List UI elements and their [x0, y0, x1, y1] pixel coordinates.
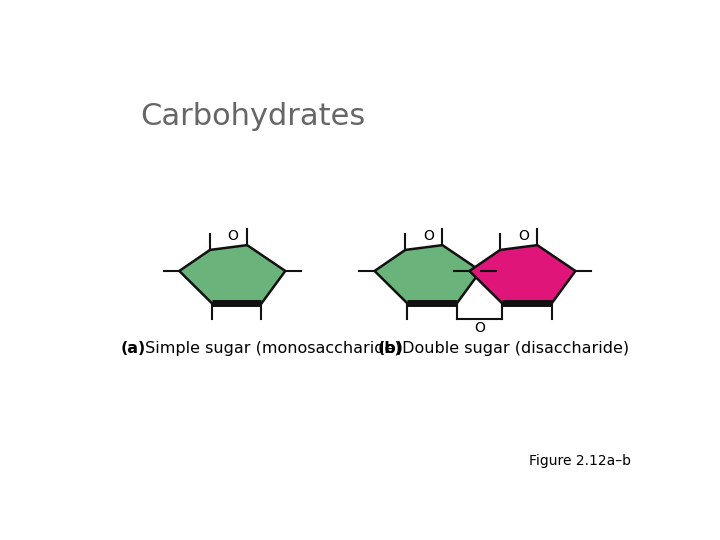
Text: Carbohydrates: Carbohydrates	[140, 102, 366, 131]
Text: Figure 2.12a–b: Figure 2.12a–b	[529, 454, 631, 468]
Text: O: O	[423, 229, 433, 243]
Text: O: O	[474, 321, 485, 335]
Text: (b): (b)	[377, 341, 403, 356]
Text: O: O	[228, 229, 238, 243]
Polygon shape	[374, 245, 481, 303]
Text: O: O	[518, 229, 528, 243]
Text: Simple sugar (monosaccharide): Simple sugar (monosaccharide)	[140, 341, 401, 356]
Polygon shape	[179, 245, 285, 303]
Polygon shape	[469, 245, 575, 303]
Text: (a): (a)	[121, 341, 146, 356]
Text: Double sugar (disaccharide): Double sugar (disaccharide)	[397, 341, 629, 356]
